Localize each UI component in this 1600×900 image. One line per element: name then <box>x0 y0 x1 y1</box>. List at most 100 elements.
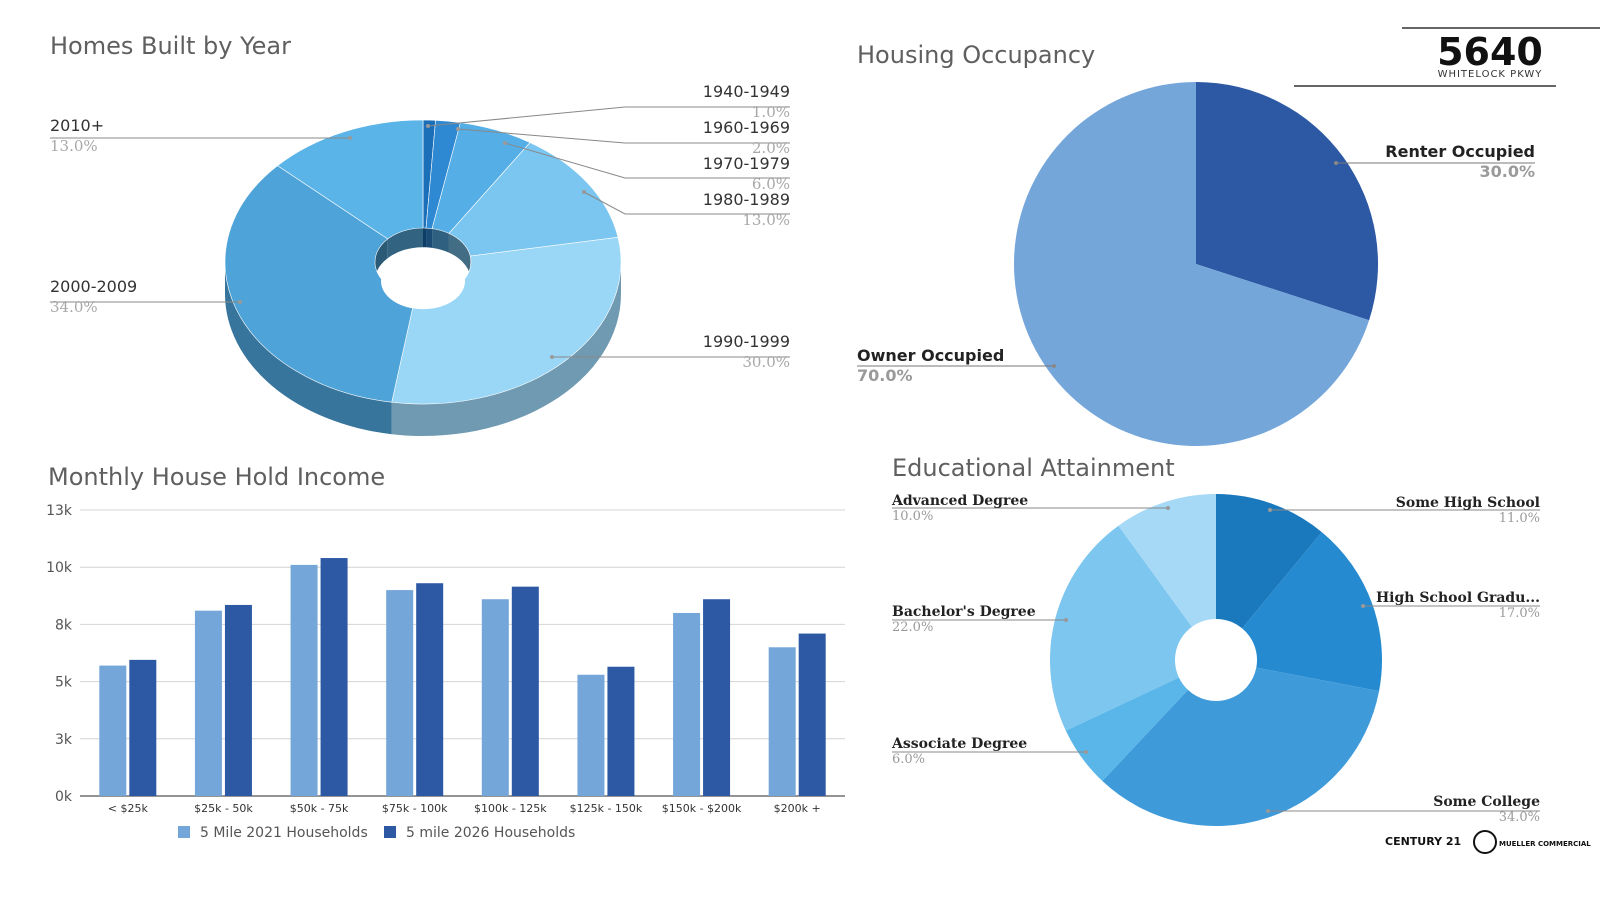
income-bar-5-mile-2021-households-25k-50k <box>194 610 222 796</box>
income-xtick: $25k - 50k <box>194 802 253 815</box>
educational-attainment-title: Educational Attainment <box>892 454 1175 482</box>
homes-label-1940-1949: 1940-1949 <box>703 82 790 101</box>
education-value-associate-degree: 6.0% <box>892 752 925 767</box>
income-legend-swatch-5-mile-2026-households <box>384 826 396 838</box>
homes-leader-dot-1980-1989 <box>582 190 586 194</box>
income-xtick: < $25k <box>108 802 149 815</box>
mueller-logo-text: MUELLER COMMERCIAL <box>1499 840 1591 848</box>
homes-value-1960-1969: 2.0% <box>752 139 790 157</box>
occupancy-slice-owner-occupied <box>1013 82 1370 446</box>
homes-label-1980-1989: 1980-1989 <box>703 190 790 209</box>
income-legend-swatch-5-mile-2021-households <box>178 826 190 838</box>
homes-label-2000-2009: 2000-2009 <box>50 277 137 296</box>
education-label-some-college: Some College <box>1433 794 1540 810</box>
education-slice-associate-degree <box>1065 677 1188 782</box>
homes-built-title: Homes Built by Year <box>50 32 291 60</box>
education-value-high-school-gradu: 17.0% <box>1499 606 1540 621</box>
education-slice-some-high-school <box>1216 494 1322 629</box>
income-bar-5-mile-2021-households-150k-200k <box>673 612 701 796</box>
homes-value-2000-2009: 34.0% <box>50 298 98 316</box>
occupancy-value-renter-occupied: 30.0% <box>1479 162 1535 181</box>
homes-leader-dot-1960-1969 <box>456 127 460 131</box>
income-bar-5-mile-2026-households-200k <box>798 633 826 796</box>
homes-value-2010: 13.0% <box>50 137 98 155</box>
income-bar-5-mile-2026-households-100k-125k <box>511 586 539 796</box>
education-label-high-school-gradu: High School Gradu... <box>1376 590 1540 606</box>
education-leader-dot-some-high-school <box>1268 508 1272 512</box>
income-bar-5-mile-2026-households-25k <box>129 659 157 796</box>
occupancy-leader-dot-owner-occupied <box>1052 364 1056 368</box>
income-ytick: 5k <box>55 675 73 691</box>
income-bar-5-mile-2026-households-50k-75k <box>320 558 348 796</box>
education-leader-dot-high-school-gradu <box>1361 604 1365 608</box>
homes-donut-hole <box>381 253 465 310</box>
occupancy-slice-renter-occupied <box>1196 82 1378 321</box>
homes-value-1990-1999: 30.0% <box>742 353 790 371</box>
homes-hole-wall-1960-1969 <box>426 228 433 248</box>
homes-leader-dot-1990-1999 <box>550 355 554 359</box>
brand-number: 5640 <box>1437 30 1543 74</box>
homes-label-2010: 2010+ <box>50 116 104 135</box>
mueller-logo-mark <box>1473 830 1497 854</box>
brand-block: 5640 WHITELOCK PKWY <box>1294 27 1600 87</box>
income-bar-5-mile-2026-households-25k-50k <box>224 604 252 796</box>
education-leader-dot-bachelor-s-degree <box>1064 618 1068 622</box>
income-ytick: 0k <box>55 789 73 805</box>
homes-hole-wall-2010 <box>387 228 423 259</box>
homes-built-chart: 1940-19491.0%1960-19692.0%1970-19796.0%1… <box>50 82 790 436</box>
homes-label-1960-1969: 1960-1969 <box>703 118 790 137</box>
income-xtick: $200k + <box>774 802 821 815</box>
income-xtick: $125k - 150k <box>570 802 643 815</box>
homes-slice-side-1990-1999 <box>391 262 621 436</box>
homes-slice-2000-2009 <box>224 165 416 403</box>
income-bar-5-mile-2026-households-150k-200k <box>703 599 731 796</box>
education-value-advanced-degree: 10.0% <box>892 509 933 524</box>
homes-leader-1970-1979 <box>504 142 790 179</box>
homes-hole-wall-1970-1979 <box>432 228 449 253</box>
homes-value-1940-1949: 1.0% <box>752 103 790 121</box>
homes-leader-dot-1940-1949 <box>426 124 430 128</box>
education-value-some-high-school: 11.0% <box>1499 511 1540 526</box>
education-value-some-college: 34.0% <box>1499 810 1540 825</box>
income-legend-label: 5 Mile 2021 Households <box>200 825 368 841</box>
income-bar-5-mile-2021-households-100k-125k <box>481 599 509 796</box>
income-xtick: $150k - $200k <box>662 802 742 815</box>
income-ytick: 8k <box>55 617 73 633</box>
income-legend-label: 5 mile 2026 Households <box>406 825 575 841</box>
homes-leader-1960-1969 <box>457 128 790 144</box>
homes-value-1980-1989: 13.0% <box>742 211 790 229</box>
brand-street: WHITELOCK PKWY <box>1438 69 1543 80</box>
income-bar-5-mile-2021-households-200k <box>768 647 796 796</box>
education-label-associate-degree: Associate Degree <box>891 736 1027 752</box>
homes-value-1970-1979: 6.0% <box>752 175 790 193</box>
income-xtick: $50k - 75k <box>290 802 349 815</box>
homes-hole-wall-1940-1949 <box>423 228 427 248</box>
century21-logo: CENTURY 21 <box>1385 835 1461 848</box>
income-bar-5-mile-2021-households-125k-150k <box>577 674 605 796</box>
education-slice-advanced-degree <box>1118 494 1216 627</box>
education-value-bachelor-s-degree: 22.0% <box>892 620 933 635</box>
footer-logos: CENTURY 21 MUELLER COMMERCIAL <box>1385 830 1591 854</box>
homes-leader-1980-1989 <box>583 191 790 215</box>
homes-hole-wall-2000-2009 <box>375 238 388 282</box>
income-xtick: $75k - 100k <box>382 802 448 815</box>
education-leader-dot-advanced-degree <box>1166 506 1170 510</box>
occupancy-leader-dot-renter-occupied <box>1334 161 1338 165</box>
income-bar-5-mile-2021-households-25k <box>99 665 127 796</box>
income-ytick: 3k <box>55 732 73 748</box>
education-slice-some-college <box>1102 667 1380 826</box>
education-slice-bachelor-s-degree <box>1050 525 1192 731</box>
education-slice-high-school-gradu <box>1242 532 1382 692</box>
income-bar-5-mile-2021-households-50k-75k <box>290 564 318 796</box>
occupancy-label-renter-occupied: Renter Occupied <box>1385 142 1535 161</box>
homes-leader-dot-2000-2009 <box>238 300 242 304</box>
homes-slice-1980-1989 <box>448 142 619 257</box>
homes-leader-dot-1970-1979 <box>503 141 507 145</box>
homes-leader-dot-2010 <box>348 136 352 140</box>
homes-label-1990-1999: 1990-1999 <box>703 332 790 351</box>
education-leader-dot-some-college <box>1266 809 1270 813</box>
education-label-bachelor-s-degree: Bachelor's Degree <box>892 604 1036 620</box>
